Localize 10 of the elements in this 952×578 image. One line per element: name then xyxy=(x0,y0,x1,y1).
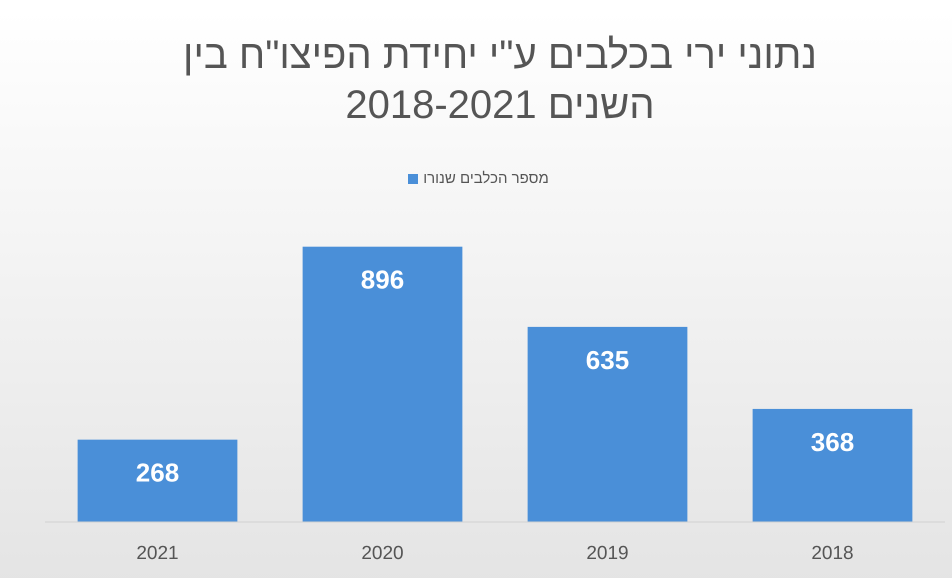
x-tick-label: 2019 xyxy=(586,543,629,564)
data-label: 635 xyxy=(586,344,630,375)
chart-title: נתוני ירי בכלבים ע"י יחידת הפיצו"ח בין השנים 2018-2021 xyxy=(182,32,818,129)
x-tick-label: 2021 xyxy=(136,543,179,564)
x-tick-label: 2020 xyxy=(361,543,404,564)
x-tick-label: 2018 xyxy=(811,543,854,564)
legend-label: מספר הכלבים שנורו xyxy=(423,170,549,187)
data-label: 896 xyxy=(360,264,404,295)
data-label: 268 xyxy=(136,458,180,488)
data-label: 368 xyxy=(810,426,854,457)
